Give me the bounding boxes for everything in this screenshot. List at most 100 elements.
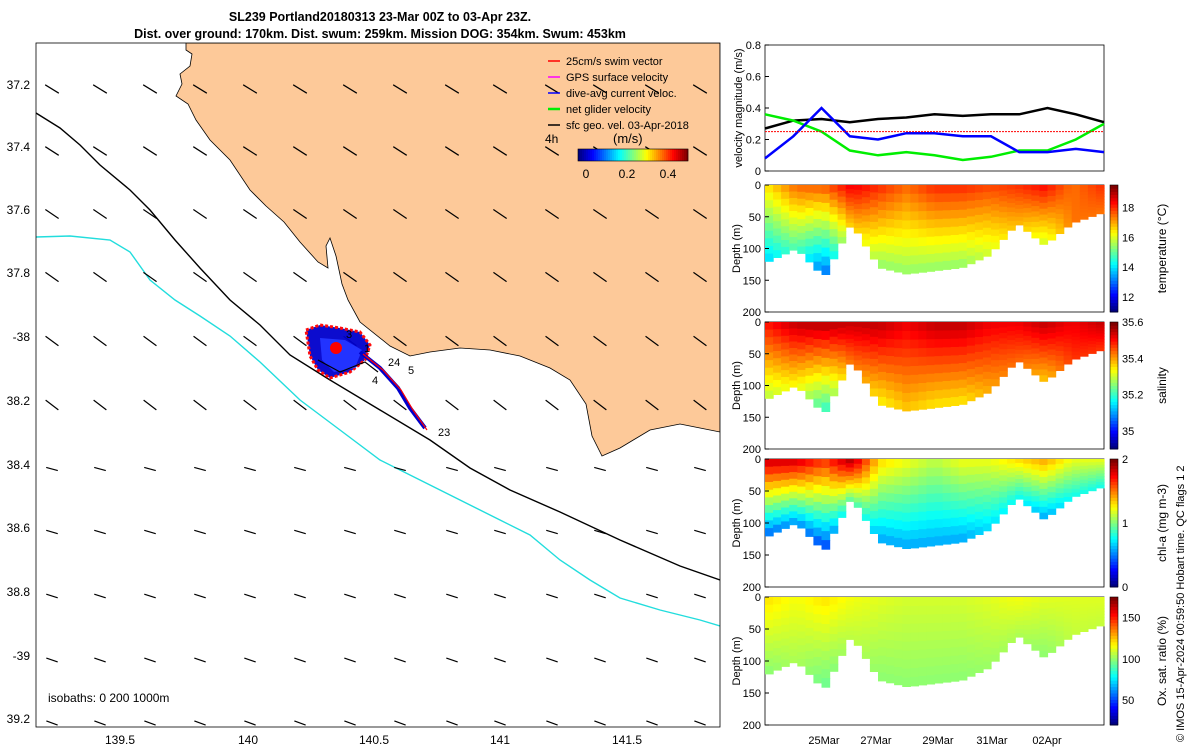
section-cell — [805, 612, 815, 621]
colorbar-segment — [618, 149, 621, 161]
section-cell — [861, 340, 871, 347]
section-cell — [942, 614, 952, 624]
colorbar-segment — [1110, 516, 1118, 521]
section-cell — [869, 619, 879, 628]
section-cell — [934, 322, 944, 332]
section-cell — [966, 620, 976, 630]
section-cell — [773, 495, 782, 504]
section-cell — [1071, 329, 1081, 334]
section-cell — [894, 356, 903, 367]
section-cell — [789, 217, 798, 225]
section-cell — [765, 620, 774, 629]
section-cell — [813, 347, 823, 357]
section-cell — [1007, 349, 1016, 355]
section-cell — [861, 233, 871, 241]
section-cell — [773, 235, 782, 244]
velocity-arrow — [645, 271, 659, 283]
section-cell — [999, 212, 1008, 219]
section-cell — [765, 650, 774, 660]
colorbar-segment — [1110, 350, 1118, 355]
section-cell — [1079, 624, 1089, 629]
velocity-arrow — [343, 271, 357, 283]
section-cell — [845, 597, 855, 602]
section-cell — [999, 360, 1008, 367]
section-cell — [942, 347, 952, 357]
section-cell — [878, 193, 887, 203]
section-cell — [926, 373, 936, 383]
section-cell — [958, 508, 968, 518]
legend-gps-velocity: GPS surface velocity — [566, 72, 669, 84]
lat-tick-label: 38.2 — [7, 394, 31, 408]
section-cell — [878, 664, 887, 674]
colorbar-segment — [1110, 226, 1118, 230]
section-cell — [813, 665, 823, 675]
section-cell — [837, 511, 847, 518]
colorbar-segment — [1110, 356, 1118, 361]
section-cell — [845, 476, 855, 481]
section-cell — [902, 220, 911, 230]
lat-tick-label: 38.6 — [7, 521, 31, 535]
section-cell — [1015, 475, 1024, 480]
section-cell — [1063, 467, 1073, 473]
section-cell — [765, 528, 774, 537]
section-cell — [1015, 495, 1024, 500]
isobath-200m — [36, 112, 720, 581]
section-cell — [861, 358, 871, 366]
section-cell — [966, 322, 976, 331]
section-cell — [813, 459, 823, 469]
section-cell — [950, 639, 960, 648]
colorbar-segment — [642, 149, 645, 161]
section-cell — [797, 638, 806, 646]
section-cell — [1031, 612, 1041, 619]
section-cell — [765, 230, 774, 239]
section-cell — [991, 491, 1000, 499]
section-cell — [1015, 192, 1024, 198]
section-cell — [765, 520, 774, 529]
section-cell — [1007, 597, 1016, 603]
section-cell — [773, 502, 782, 511]
section-cell — [837, 350, 847, 358]
section-cell — [845, 347, 855, 352]
section-cell — [1071, 344, 1081, 349]
velocity-arrow — [646, 657, 658, 663]
section-cell — [1095, 327, 1105, 332]
map-colorbar-tick: 0 — [583, 167, 590, 181]
section-cell — [1015, 208, 1024, 214]
section-cell — [982, 199, 992, 207]
section-cell — [1087, 600, 1097, 604]
section-cell — [861, 483, 871, 491]
section-cell — [926, 640, 936, 650]
section-cell — [1079, 185, 1089, 189]
section-cell — [886, 605, 895, 615]
section-cell — [966, 384, 976, 394]
section-cell — [781, 507, 790, 515]
velocity-arrow — [93, 271, 107, 283]
section-cell — [853, 492, 863, 499]
colorbar-label: chl-a (mg m-3) — [1155, 484, 1169, 562]
section-cell — [966, 466, 976, 476]
section-cell — [894, 400, 903, 410]
section-cell — [910, 530, 919, 540]
section-cell — [950, 664, 960, 674]
section-cell — [1063, 322, 1073, 327]
section-cell — [1087, 322, 1097, 326]
colorbar-segment — [1110, 532, 1118, 537]
section-cell — [1047, 459, 1057, 466]
colorbar-segment — [1110, 494, 1118, 498]
section-cell — [1031, 459, 1041, 465]
section-cell — [1055, 631, 1065, 637]
section-cell — [966, 216, 976, 225]
section-cell — [1039, 333, 1049, 341]
section-cell — [926, 254, 936, 264]
section-cell — [1047, 201, 1057, 208]
section-cell — [1039, 375, 1049, 382]
section-cell — [869, 511, 879, 520]
section-cell — [918, 400, 928, 410]
section-cell — [789, 322, 798, 330]
section-cell — [1095, 461, 1105, 466]
section-cell — [974, 657, 984, 666]
section-cell — [902, 459, 911, 469]
section-cell — [773, 640, 782, 649]
section-cell — [1031, 464, 1041, 471]
section-cell — [1071, 207, 1081, 212]
